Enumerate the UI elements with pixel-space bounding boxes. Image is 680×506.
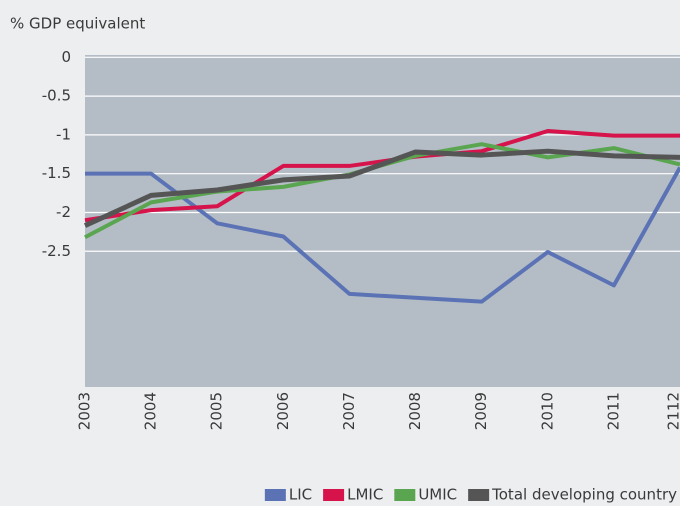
legend-swatch (264, 489, 286, 501)
x-tick-label: 2011 (604, 392, 622, 430)
legend-swatch (394, 489, 416, 501)
series-line (84, 129, 680, 223)
legend-swatch (468, 489, 490, 501)
legend-label: Total developing country (491, 486, 677, 504)
x-tick-label: 2007 (340, 392, 358, 430)
x-tick-label: 2005 (208, 392, 226, 430)
x-tick-label: 2112 (665, 392, 680, 430)
x-tick-label: 2004 (142, 392, 160, 430)
x-tick-label: 2003 (76, 392, 94, 430)
x-tick-label: 2010 (538, 392, 556, 430)
y-tick-label: -2.5 (42, 242, 71, 260)
y-axis-label: % GDP equivalent (10, 15, 145, 33)
y-tick-label: 0 (61, 48, 71, 66)
x-tick-label: 2006 (274, 392, 292, 430)
legend-swatch (323, 489, 345, 501)
legend-label: LIC (289, 486, 312, 504)
legend-label: UMIC (418, 486, 457, 504)
x-tick-label: 2009 (472, 392, 490, 430)
series-line (83, 148, 680, 228)
x-tick-label: 2008 (406, 392, 424, 430)
plot-area (85, 55, 680, 387)
y-tick-label: -1.5 (42, 164, 71, 182)
legend-label: LMIC (347, 486, 383, 504)
y-tick-label: -1 (56, 125, 71, 143)
y-tick-label: -0.5 (42, 87, 71, 105)
y-tick-label: -2 (56, 203, 71, 221)
